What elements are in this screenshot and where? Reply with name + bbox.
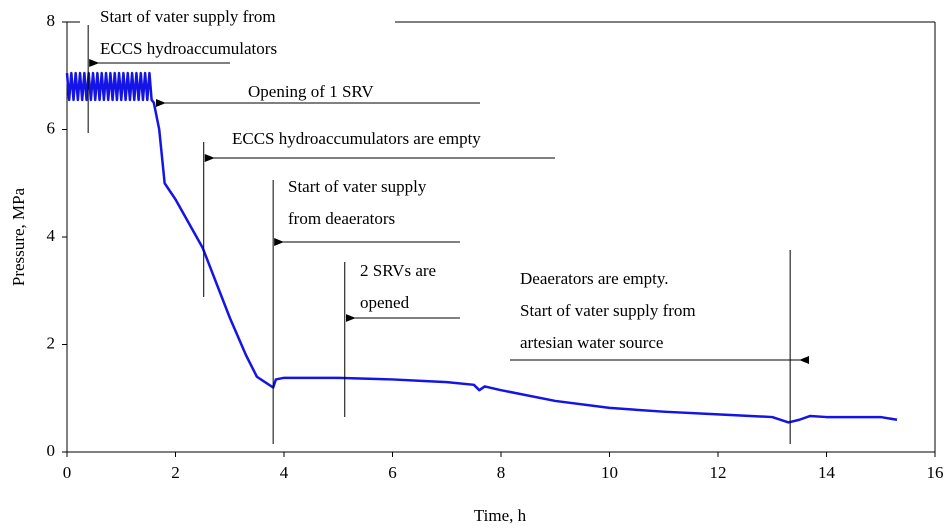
annotation-text: Opening of 1 SRV (248, 82, 374, 101)
x-tick-label: 8 (497, 463, 506, 482)
y-tick-label: 4 (47, 226, 56, 245)
x-axis-label: Time, h (474, 506, 527, 525)
data-line (65, 71, 898, 424)
annotation-text: Start of vater supply from (520, 301, 696, 320)
y-tick-label: 2 (47, 333, 56, 352)
annotation-text: 2 SRVs are (360, 261, 436, 280)
annotation-text: artesian water source (520, 333, 663, 352)
annotation-text: ECCS hydroaccumulators (100, 39, 277, 58)
x-tick-label: 0 (63, 463, 72, 482)
y-tick-label: 8 (47, 11, 56, 30)
y-tick-label: 6 (47, 118, 56, 137)
x-tick-label: 14 (818, 463, 836, 482)
x-tick-label: 2 (171, 463, 180, 482)
x-tick-label: 12 (710, 463, 727, 482)
x-tick-label: 16 (927, 463, 944, 482)
annotation-text: from deaerators (288, 209, 395, 228)
annotation-text: Deaerators are empty. (520, 269, 669, 288)
annotation-text: ECCS hydroaccumulators are empty (232, 129, 481, 148)
x-tick-label: 10 (601, 463, 618, 482)
y-axis-label: Pressure, MPa (9, 187, 28, 286)
x-tick-label: 4 (280, 463, 289, 482)
y-tick-label: 0 (47, 441, 56, 460)
annotation-text: Start of vater supply from (100, 7, 276, 26)
x-tick-label: 6 (388, 463, 397, 482)
annotation-text: opened (360, 293, 410, 312)
annotation-text: Start of vater supply (288, 177, 427, 196)
